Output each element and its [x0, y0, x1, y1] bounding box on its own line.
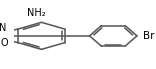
Text: NH₂: NH₂ [27, 8, 46, 18]
Text: N: N [0, 23, 7, 33]
Text: O: O [0, 38, 8, 48]
Text: Br: Br [143, 31, 155, 41]
